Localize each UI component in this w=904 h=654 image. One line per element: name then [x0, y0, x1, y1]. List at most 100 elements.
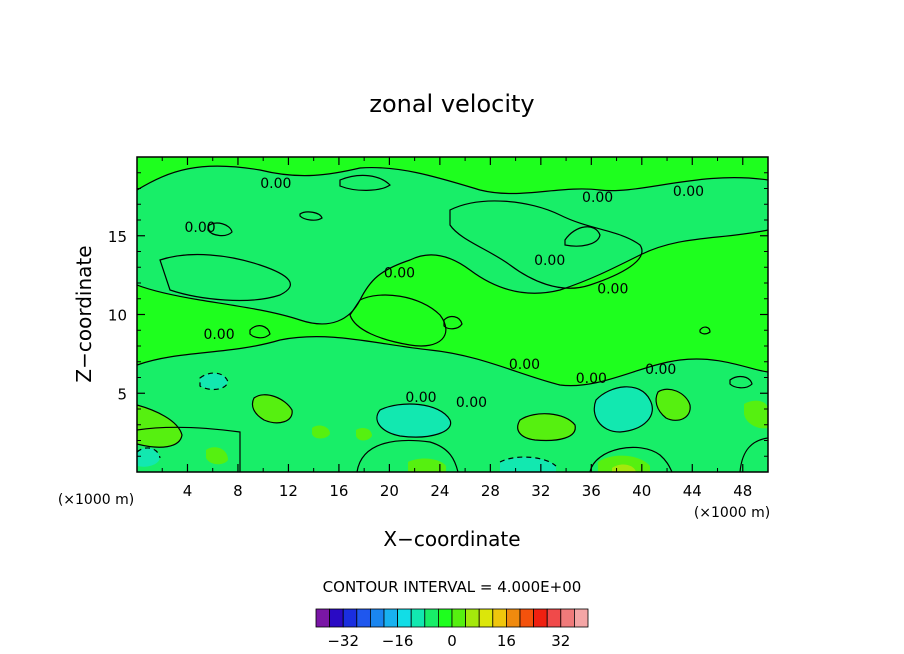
- colorbar-swatch: [410, 608, 426, 628]
- contour-line: [356, 439, 459, 472]
- region-cyan-2: [594, 386, 653, 432]
- contour-line: [376, 403, 452, 438]
- x-tick-label: 24: [430, 482, 449, 500]
- colorbar-swatch: [519, 608, 535, 628]
- contour-labels: 0.00 0.00 0.00 0.00 0.00 0.00 0.00 0.00 0.00 0.00…: [185, 176, 705, 411]
- region-lower-band: [137, 336, 768, 472]
- colorbar-swatch: [451, 608, 467, 628]
- contour-label: 0.00: [582, 190, 613, 206]
- colorbar-swatch: [383, 608, 399, 628]
- colorbar-swatch: [315, 608, 331, 628]
- x-tick-label: 48: [733, 482, 752, 500]
- x-axis-ticks: 4 8 12 16 20 24 28 32 36 40 44 48: [161, 157, 752, 500]
- region-yellow-7: [598, 455, 650, 472]
- contour-line: [137, 447, 161, 459]
- contour-line: [349, 294, 447, 347]
- region-yellow-1: [137, 405, 182, 448]
- region-mid-2: [160, 254, 291, 301]
- colorbar-swatch: [533, 608, 548, 628]
- colorbar-swatch: [505, 608, 521, 628]
- region-yellow-2: [252, 394, 293, 423]
- contour-line: [655, 388, 691, 421]
- contour-label: 0.00: [203, 327, 234, 343]
- y-tick-label: 15: [108, 228, 127, 246]
- colorbar-swatch: [424, 608, 439, 628]
- y-tick-label: 5: [117, 385, 127, 403]
- colorbar-swatch: [342, 608, 358, 628]
- x-tick-label: 4: [183, 482, 193, 500]
- contour-line: [564, 226, 601, 247]
- contour-line: [137, 336, 768, 387]
- contour-line: [137, 229, 768, 325]
- contour-line: [137, 404, 183, 448]
- region-yellow-8: [206, 447, 228, 465]
- contour-label: 0.00: [645, 362, 676, 378]
- x-axis-label: X−coordinate: [383, 527, 520, 551]
- contour-line: [517, 413, 576, 442]
- contour-line: [199, 372, 229, 391]
- contour-label: 0.00: [673, 184, 704, 200]
- colorbar-tick-label: 0: [447, 632, 457, 650]
- contour-label: 0.00: [534, 253, 565, 269]
- x-tick-label: 40: [632, 482, 651, 500]
- region-yellow-4: [656, 389, 691, 421]
- colorbar-swatch: [356, 608, 371, 628]
- colorbar-swatch: [492, 608, 507, 628]
- y-unit-label: (×1000 m): [58, 492, 134, 508]
- colorbar-swatch: [437, 608, 453, 628]
- contour-line: [299, 211, 323, 221]
- contour-label: 0.00: [509, 357, 540, 373]
- region-core: [612, 464, 636, 472]
- x-unit-label: (×1000 m): [694, 505, 770, 521]
- contour-label: 0.00: [405, 390, 436, 406]
- x-tick-label: 44: [683, 482, 702, 500]
- contour-label: 0.00: [260, 176, 291, 192]
- colorbar-swatch: [465, 608, 480, 628]
- x-tick-label: 36: [582, 482, 601, 500]
- contour-label: 0.00: [185, 220, 216, 236]
- contour-label: 0.00: [384, 266, 415, 282]
- contour-line: [593, 386, 653, 433]
- contour-line: [739, 437, 768, 472]
- colorbar-swatch: [546, 608, 562, 628]
- colorbar-swatch: [329, 608, 344, 628]
- y-axis-ticks: 5 10 15: [108, 172, 768, 457]
- colorbar-tick-label: −16: [382, 632, 414, 650]
- region-cyan-bottom-2: [137, 447, 160, 467]
- contour-line: [137, 426, 241, 472]
- contour-label: 0.00: [456, 395, 487, 411]
- colorbar-swatch: [574, 608, 589, 628]
- region-yellow-9: [312, 425, 330, 439]
- contour-line: [499, 456, 557, 467]
- region-yellow-3: [517, 413, 576, 441]
- chart-title: zonal velocity: [369, 90, 534, 118]
- region-cyan-1: [376, 404, 451, 438]
- contour-label: 0.00: [576, 371, 607, 387]
- contour-line: [339, 174, 391, 191]
- contour-line: [729, 375, 753, 389]
- y-axis-label: Z−coordinate: [72, 245, 96, 382]
- contour-line: [249, 325, 271, 339]
- region-cyan-3: [200, 373, 228, 390]
- colorbar-swatch: [478, 608, 494, 628]
- region-yellow-6: [408, 458, 446, 472]
- region-yellow-10: [356, 428, 372, 441]
- contour-line: [699, 326, 711, 335]
- region-yellow-5: [744, 400, 768, 429]
- contour-line: [443, 315, 463, 330]
- contour-field: [137, 157, 768, 472]
- colorbar-tick-label: −32: [327, 632, 359, 650]
- contour-line: [251, 394, 293, 424]
- colorbar-swatch: [369, 608, 385, 628]
- y-tick-label: 10: [108, 307, 127, 325]
- contour-line: [449, 200, 643, 289]
- x-tick-label: 20: [380, 482, 399, 500]
- x-tick-label: 8: [233, 482, 243, 500]
- colorbar: [315, 608, 589, 628]
- colorbar-tick-label: 16: [497, 632, 516, 650]
- region-mid: [137, 166, 768, 324]
- x-tick-label: 16: [329, 482, 348, 500]
- x-tick-label: 32: [531, 482, 550, 500]
- x-tick-label: 12: [279, 482, 298, 500]
